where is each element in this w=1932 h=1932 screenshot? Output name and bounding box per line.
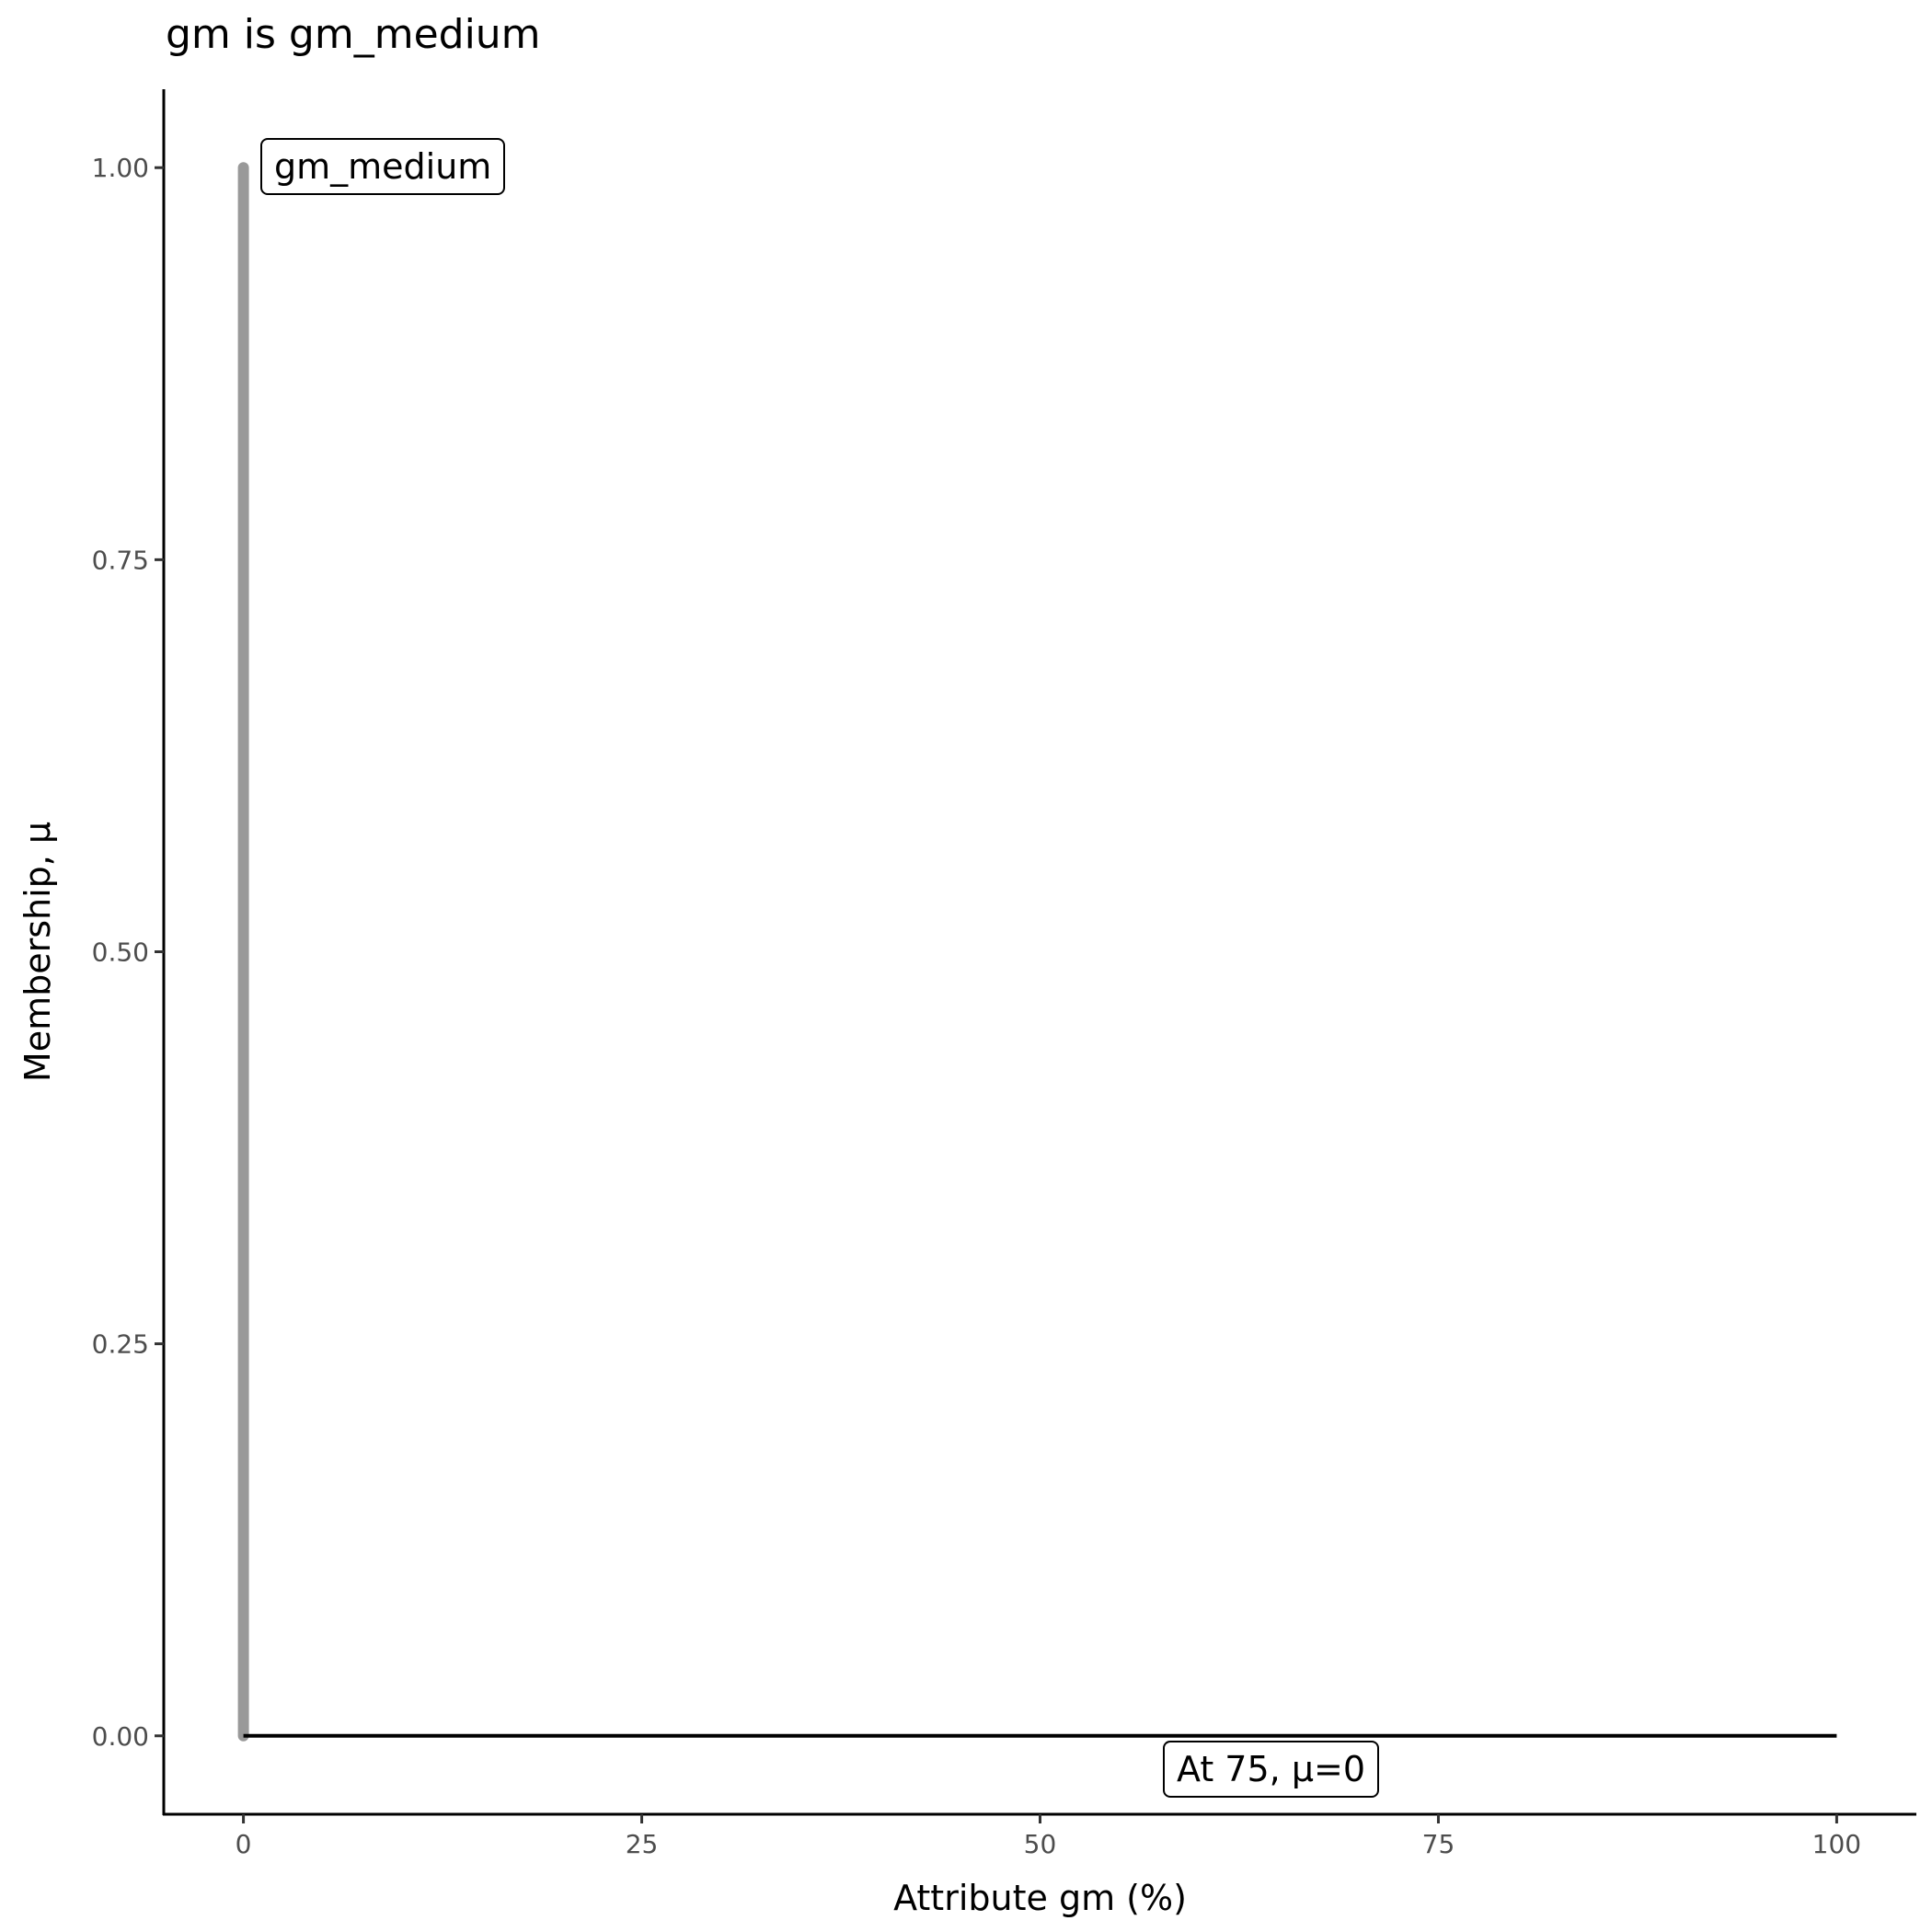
- chart-title: gm is gm_medium: [166, 11, 541, 58]
- x-tick-label: 75: [1422, 1829, 1455, 1859]
- y-tick-label: 1.00: [92, 153, 149, 183]
- annotation-at-75: At 75, μ=0: [1163, 1741, 1380, 1798]
- x-tick-label: 25: [626, 1829, 659, 1859]
- y-tick-label: 0.00: [92, 1721, 149, 1752]
- x-tick-label: 100: [1812, 1829, 1861, 1859]
- y-tick-label: 0.75: [92, 545, 149, 575]
- x-axis-title: Attribute gm (%): [893, 1878, 1187, 1918]
- y-tick-label: 0.50: [92, 937, 149, 968]
- y-axis-title: Membership, μ: [17, 822, 58, 1082]
- x-tick-label: 50: [1024, 1829, 1057, 1859]
- annotation-gm-medium: gm_medium: [260, 138, 506, 195]
- y-tick-label: 0.25: [92, 1329, 149, 1360]
- x-tick-label: 0: [236, 1829, 252, 1859]
